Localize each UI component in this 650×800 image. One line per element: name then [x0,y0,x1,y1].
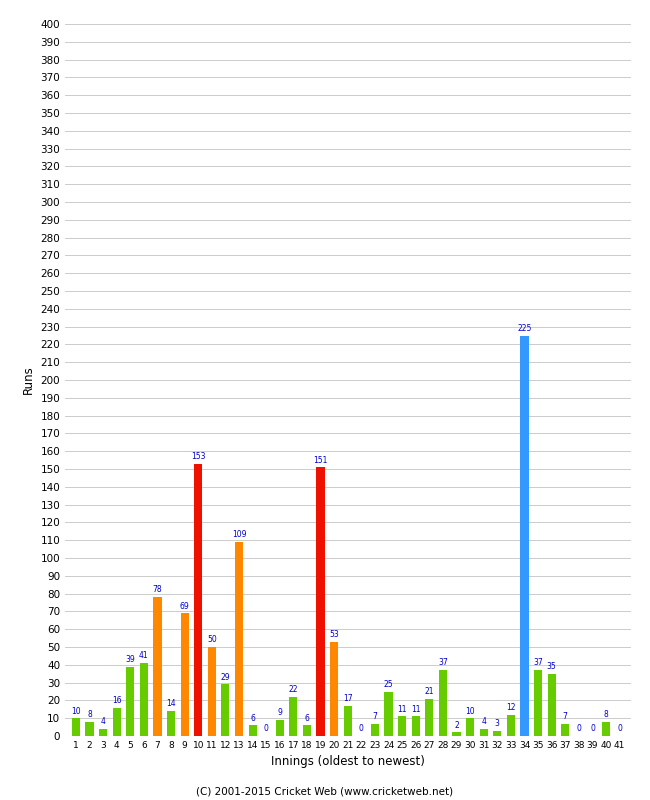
Text: 0: 0 [264,724,268,734]
Bar [140,663,148,736]
Bar [534,670,542,736]
Bar [235,542,243,736]
Text: 39: 39 [125,655,135,664]
Text: 0: 0 [577,724,581,734]
Text: 37: 37 [438,658,448,667]
Text: 50: 50 [207,635,216,644]
Text: 0: 0 [590,724,595,734]
Text: 69: 69 [180,602,190,610]
Text: 10: 10 [465,706,475,715]
Text: 8: 8 [604,710,608,719]
Bar [248,726,257,736]
Text: 6: 6 [250,714,255,722]
Text: 225: 225 [517,324,532,333]
Bar [99,729,107,736]
Bar [398,717,406,736]
Bar [507,714,515,736]
Bar [602,722,610,736]
Bar [452,733,461,736]
Text: 17: 17 [343,694,352,703]
Bar [384,691,393,736]
Bar [411,717,420,736]
Text: 11: 11 [411,705,421,714]
Bar [72,718,80,736]
Bar [317,467,324,736]
Text: 37: 37 [533,658,543,667]
Bar [371,723,379,736]
Bar [439,670,447,736]
X-axis label: Innings (oldest to newest): Innings (oldest to newest) [271,755,424,769]
Bar [194,464,202,736]
Text: 7: 7 [563,712,567,721]
Bar [167,711,175,736]
Bar [425,698,434,736]
Text: 16: 16 [112,696,122,705]
Bar [521,335,528,736]
Text: 4: 4 [481,718,486,726]
Bar [561,723,569,736]
Text: 22: 22 [289,685,298,694]
Bar [181,613,188,736]
Text: 12: 12 [506,703,515,712]
Bar [547,674,556,736]
Text: 3: 3 [495,719,500,728]
Text: 109: 109 [232,530,246,539]
Text: 25: 25 [384,680,393,689]
Bar [303,726,311,736]
Text: 21: 21 [424,687,434,696]
Text: 2: 2 [454,721,459,730]
Y-axis label: Runs: Runs [22,366,35,394]
Bar [85,722,94,736]
Text: 7: 7 [372,712,378,721]
Text: 153: 153 [191,452,205,461]
Bar [289,697,298,736]
Text: 14: 14 [166,699,176,709]
Text: 53: 53 [330,630,339,639]
Bar [153,597,161,736]
Bar [222,684,229,736]
Bar [480,729,488,736]
Text: 6: 6 [305,714,309,722]
Text: (C) 2001-2015 Cricket Web (www.cricketweb.net): (C) 2001-2015 Cricket Web (www.cricketwe… [196,786,454,796]
Bar [493,730,501,736]
Text: 10: 10 [71,706,81,715]
Text: 35: 35 [547,662,556,671]
Bar [330,642,338,736]
Text: 78: 78 [153,586,162,594]
Text: 41: 41 [139,651,149,660]
Bar [126,666,135,736]
Text: 8: 8 [87,710,92,719]
Text: 9: 9 [278,708,282,718]
Text: 29: 29 [220,673,230,682]
Text: 0: 0 [359,724,364,734]
Text: 4: 4 [101,718,105,726]
Text: 151: 151 [313,455,328,465]
Text: 11: 11 [397,705,407,714]
Bar [112,707,121,736]
Bar [344,706,352,736]
Text: 0: 0 [618,724,622,734]
Bar [208,647,216,736]
Bar [466,718,474,736]
Bar [276,720,284,736]
